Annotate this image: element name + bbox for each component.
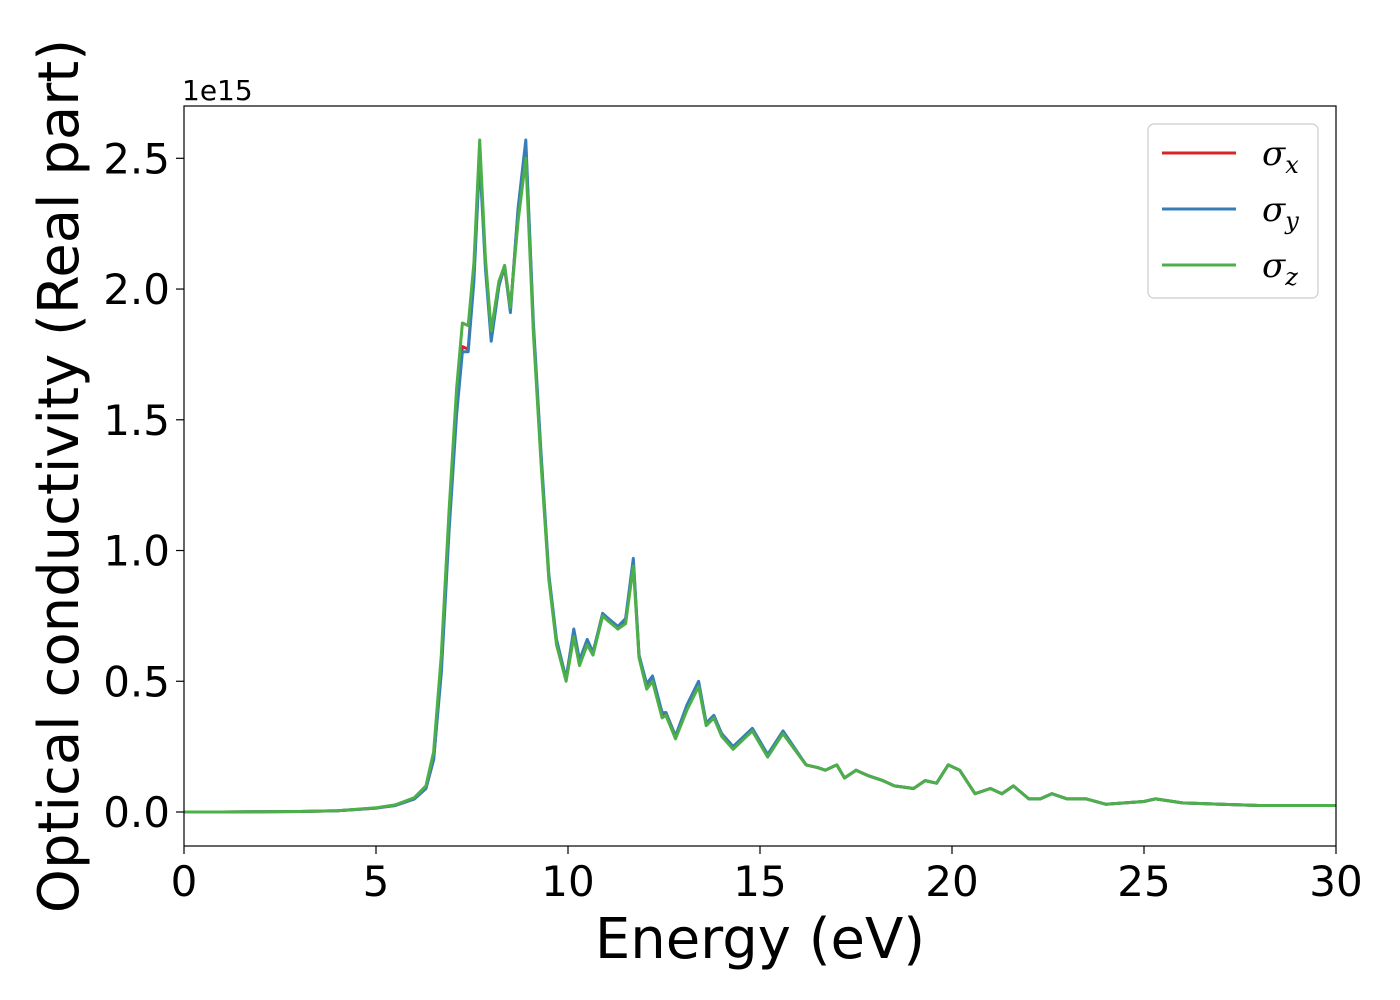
plot-area: [184, 138, 1336, 814]
legend-box: [1147, 123, 1319, 299]
y-offset-label: 1e15: [182, 74, 253, 107]
y-tick-label: 2.0: [103, 265, 170, 314]
y-tick-label: 0.0: [103, 788, 170, 837]
y-tick-label: 1.5: [103, 396, 170, 445]
y-axis-ticks: 0.0 0.5 1.0 1.5 2.0 2.5: [103, 134, 184, 837]
y-tick-label: 1.0: [103, 527, 170, 576]
y-axis-label: Optical conductivity (Real part): [27, 39, 92, 913]
y-tick-label: 0.5: [103, 657, 170, 706]
y-tick-label: 2.5: [103, 134, 170, 183]
series-line-3: [184, 138, 1336, 814]
x-tick-label: 25: [1117, 857, 1170, 906]
x-tick-label: 30: [1309, 857, 1362, 906]
x-axis-ticks: 0 5 10 15 20 25 30: [171, 846, 1363, 906]
x-tick-label: 5: [363, 857, 390, 906]
x-tick-label: 0: [171, 857, 198, 906]
x-tick-label: 15: [733, 857, 786, 906]
x-axis-label: Energy (eV): [595, 907, 925, 972]
x-tick-label: 10: [541, 857, 594, 906]
x-tick-label: 20: [925, 857, 978, 906]
